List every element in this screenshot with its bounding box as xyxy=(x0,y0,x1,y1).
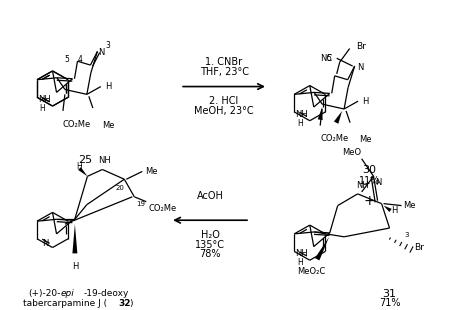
Text: CO₂Me: CO₂Me xyxy=(320,134,348,143)
Text: Me: Me xyxy=(403,201,416,210)
Text: 5: 5 xyxy=(64,55,70,64)
Polygon shape xyxy=(315,237,329,260)
Text: N: N xyxy=(42,239,48,248)
Text: ): ) xyxy=(129,299,133,308)
Text: H: H xyxy=(392,206,398,215)
Text: 32: 32 xyxy=(118,299,131,308)
Text: NH: NH xyxy=(356,181,368,190)
Text: +: + xyxy=(364,194,375,208)
Text: H: H xyxy=(72,262,78,271)
Text: H: H xyxy=(40,104,46,113)
Polygon shape xyxy=(73,224,77,253)
Text: 4: 4 xyxy=(78,55,82,64)
Text: epi: epi xyxy=(61,290,74,299)
Text: 1. CNBr: 1. CNBr xyxy=(205,57,243,67)
Text: NH: NH xyxy=(38,95,51,104)
Text: Br: Br xyxy=(356,42,365,51)
Text: 5: 5 xyxy=(327,54,332,63)
Text: H: H xyxy=(297,119,303,128)
Text: 19: 19 xyxy=(137,201,146,207)
Text: H: H xyxy=(105,82,111,91)
Text: H: H xyxy=(297,258,303,267)
Text: H: H xyxy=(362,97,368,106)
Text: AcOH: AcOH xyxy=(197,191,224,201)
Text: 3: 3 xyxy=(404,232,409,238)
Text: NC: NC xyxy=(320,54,333,63)
Polygon shape xyxy=(334,111,342,124)
Text: Br: Br xyxy=(414,243,424,252)
Text: 11%: 11% xyxy=(359,176,380,186)
Polygon shape xyxy=(318,107,323,120)
Text: -19-deoxy: -19-deoxy xyxy=(83,290,129,299)
Polygon shape xyxy=(383,206,392,212)
Text: H: H xyxy=(77,162,82,171)
Text: MeO₂C: MeO₂C xyxy=(297,267,326,276)
Text: MeOH, 23°C: MeOH, 23°C xyxy=(194,106,254,116)
Text: CO₂Me: CO₂Me xyxy=(63,120,91,129)
Text: tabercarpamine J (: tabercarpamine J ( xyxy=(23,299,108,308)
Text: CO₂Me: CO₂Me xyxy=(148,204,176,213)
Text: N: N xyxy=(375,178,382,187)
Text: N: N xyxy=(99,48,105,57)
Text: 78%: 78% xyxy=(200,250,221,259)
Text: 3: 3 xyxy=(105,41,110,50)
Text: 31: 31 xyxy=(383,289,397,299)
Polygon shape xyxy=(78,167,87,176)
Text: 71%: 71% xyxy=(379,298,401,308)
Text: MeO: MeO xyxy=(343,148,362,157)
Text: NH: NH xyxy=(295,250,308,259)
Text: THF, 23°C: THF, 23°C xyxy=(200,67,248,77)
Text: Me: Me xyxy=(359,135,372,144)
Text: H₂O: H₂O xyxy=(201,230,219,240)
Text: NH: NH xyxy=(295,110,308,119)
Text: NH: NH xyxy=(98,156,111,165)
Text: 25: 25 xyxy=(78,155,92,165)
Text: (+)-20-: (+)-20- xyxy=(28,290,61,299)
Text: 30: 30 xyxy=(363,165,377,175)
Text: 135°C: 135°C xyxy=(195,240,225,250)
Text: Me: Me xyxy=(102,121,114,130)
Text: 2. HCl: 2. HCl xyxy=(210,96,239,106)
Text: 20: 20 xyxy=(116,185,125,191)
Text: Me: Me xyxy=(145,167,158,176)
Text: N: N xyxy=(356,63,363,72)
